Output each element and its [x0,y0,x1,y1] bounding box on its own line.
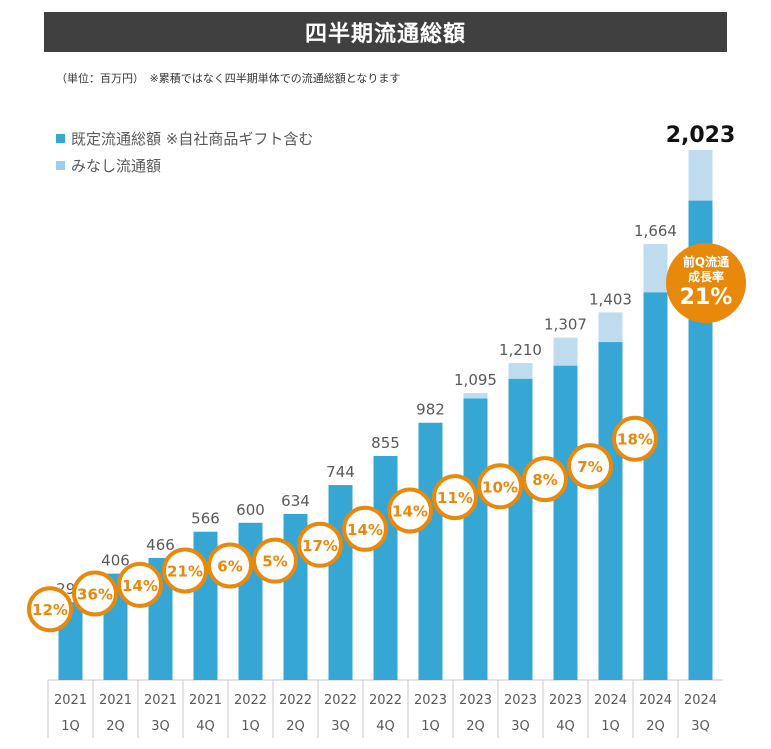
growth-label: 36% [77,585,113,603]
growth-bubble [207,542,253,589]
growth-label: 14% [392,503,428,521]
total-label: 406 [101,552,130,570]
growth-label: 17% [302,537,338,555]
growth-bubble [297,521,343,568]
bar-deemed [643,244,668,293]
growth-bubble [567,443,613,490]
x-tick-quarter: 1Q [421,719,440,734]
bar-base [508,378,533,680]
total-label: 1,210 [499,341,542,359]
bar-deemed [553,337,578,366]
total-label: 855 [371,434,400,452]
growth-label: 21% [167,562,203,580]
x-tick-quarter: 4Q [376,719,395,734]
x-tick-quarter: 3Q [511,719,530,734]
total-label: 634 [281,492,310,510]
growth-bubble [162,547,208,594]
x-tick-quarter: 4Q [196,719,215,734]
callout-line2: 成長率 [687,270,724,284]
bar-deemed [598,312,623,343]
total-label: 566 [191,510,220,528]
bar-base [418,422,443,680]
bar-base [598,342,623,680]
x-tick-quarter: 3Q [691,719,710,734]
callout-line1: 前Q流通 [682,255,730,269]
growth-rate-callout: 前Q流通 成長率 21% [666,243,746,323]
growth-label: 14% [122,577,158,595]
legend-item-deemed: みなし流通額 [56,152,313,179]
growth-label: 12% [32,601,68,619]
growth-bubble [252,537,298,584]
bar-deemed [688,150,713,201]
x-tick-quarter: 3Q [331,719,350,734]
x-tick-year: 2022 [324,693,357,708]
x-tick-quarter: 2Q [286,719,305,734]
legend-swatch-base [56,134,65,143]
growth-bubble [342,505,388,552]
bar-base [643,292,668,680]
total-label: 600 [236,501,265,519]
legend-label-deemed: みなし流通額 [71,157,162,175]
x-tick-year: 2023 [504,693,537,708]
x-tick-quarter: 1Q [241,719,260,734]
legend: 既定流通総額 ※自社商品ギフト含む みなし流通額 [56,125,313,179]
x-tick-year: 2024 [639,693,672,708]
growth-label: 11% [437,489,473,507]
bar-base [373,456,398,680]
growth-bubble [432,474,478,521]
growth-bubble [477,463,523,510]
growth-bubble [72,570,118,617]
x-tick-quarter: 2Q [106,719,125,734]
growth-label: 10% [482,478,518,496]
x-tick-year: 2023 [459,693,492,708]
x-tick-quarter: 2Q [466,719,485,734]
bar-deemed [508,362,533,379]
x-tick-year: 2021 [189,693,222,708]
legend-swatch-deemed [56,161,65,170]
total-label: 1,403 [589,290,632,308]
total-label: 1,664 [634,222,677,240]
growth-bubble [387,487,433,534]
callout-value: 21% [679,285,733,310]
total-label: 982 [416,401,445,419]
x-tick-year: 2022 [279,693,312,708]
x-tick-year: 2023 [414,693,447,708]
growth-label: 18% [617,431,653,449]
total-label: 2,023 [666,123,736,148]
growth-bubble [117,561,163,608]
x-tick-year: 2022 [369,693,402,708]
legend-label-base: 既定流通総額 ※自社商品ギフト含む [71,130,314,148]
x-tick-year: 2024 [684,693,717,708]
x-tick-quarter: 4Q [556,719,575,734]
x-tick-year: 2022 [234,693,267,708]
total-label: 1,095 [454,371,497,389]
x-tick-year: 2021 [54,693,87,708]
growth-label: 5% [262,553,287,571]
growth-bubble [612,415,658,462]
x-tick-quarter: 1Q [601,719,620,734]
x-tick-quarter: 3Q [151,719,170,734]
x-tick-year: 2021 [144,693,177,708]
x-tick-quarter: 2Q [646,719,665,734]
growth-bubble [522,456,568,503]
total-label: 466 [146,536,175,554]
growth-bubble [27,586,73,633]
x-tick-year: 2024 [594,693,627,708]
bar-base [463,398,488,680]
x-tick-quarter: 1Q [61,719,80,734]
bar-deemed [463,393,488,399]
x-tick-year: 2023 [549,693,582,708]
growth-label: 7% [577,458,602,476]
total-label: 744 [326,463,355,481]
bar-base [553,365,578,680]
growth-label: 8% [532,471,557,489]
growth-label: 14% [347,521,383,539]
legend-item-base: 既定流通総額 ※自社商品ギフト含む [56,125,313,152]
x-tick-year: 2021 [99,693,132,708]
chart-title: 四半期流通総額 [44,12,727,52]
growth-label: 6% [217,558,242,576]
total-label: 1,307 [544,316,587,334]
unit-note: （単位：百万円） ※累積ではなく四半期単体での流通総額となります [56,72,401,85]
